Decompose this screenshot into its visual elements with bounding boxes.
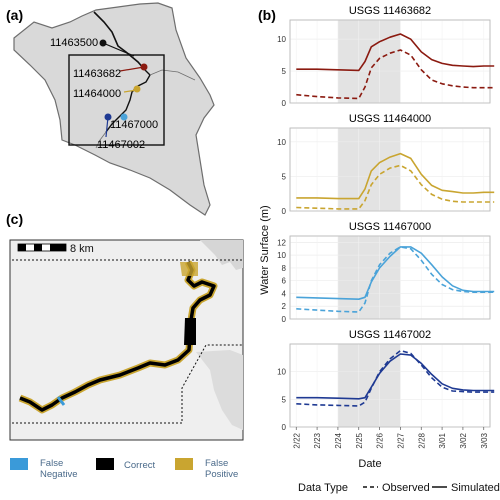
series-observed-line xyxy=(296,246,495,313)
panel-b-label: (b) xyxy=(258,7,276,23)
x-tick-label: 2/22 xyxy=(292,432,301,448)
y-tick-label: 4 xyxy=(282,289,287,298)
legend-label-false-negative-1: False xyxy=(40,458,63,469)
series-observed-line xyxy=(296,49,495,100)
x-tick-label: 3/01 xyxy=(438,432,447,448)
legend-swatch-correct xyxy=(96,458,114,470)
panel-c-label: (c) xyxy=(6,211,23,227)
x-tick-label: 2/27 xyxy=(396,432,405,448)
y-tick-label: 5 xyxy=(282,395,287,404)
gauge-label-11463500: 11463500 xyxy=(50,37,98,49)
y-tick-label: 2 xyxy=(282,302,287,311)
gauge-point-11463682 xyxy=(140,63,148,71)
gauge-label-11464000: 11464000 xyxy=(73,88,121,100)
series-simulated-line xyxy=(296,353,495,400)
event-shading xyxy=(337,344,401,427)
y-axis-title: Water Surface (m) xyxy=(259,205,271,294)
y-tick-label: 10 xyxy=(277,35,286,44)
y-tick-label: 10 xyxy=(277,368,286,377)
legend-label-false-negative-2: Negative xyxy=(40,469,78,480)
series-simulated-line xyxy=(296,33,495,72)
gauge-point-11463500 xyxy=(99,39,107,47)
series-observed-line xyxy=(296,164,495,210)
gauge-label-11463682: 11463682 xyxy=(73,68,121,80)
legend-observed-label: Observed xyxy=(382,482,430,494)
y-tick-label: 12 xyxy=(277,238,286,247)
subplot-title: USGS 11467000 xyxy=(349,221,431,233)
y-tick-label: 0 xyxy=(282,99,287,108)
scale-bar-label: 8 km xyxy=(70,243,94,255)
x-tick-label: 2/26 xyxy=(376,432,385,448)
x-tick-label: 2/28 xyxy=(417,432,426,448)
legend-swatch-false-negative xyxy=(10,458,28,470)
series-observed-line xyxy=(296,349,495,407)
event-shading xyxy=(337,20,401,103)
gauge-point-11467000 xyxy=(120,113,128,121)
map-legend: False Negative Correct False Positive xyxy=(10,458,238,480)
legend-label-false-positive-1: False xyxy=(205,458,228,469)
y-tick-label: 5 xyxy=(282,67,287,76)
line-legend: Data Type Observed Simulated xyxy=(298,482,500,494)
zoom-box xyxy=(68,54,165,146)
subplot-border xyxy=(289,235,491,320)
y-tick-label: 10 xyxy=(277,251,286,260)
series-simulated-line xyxy=(296,246,495,301)
subplot-border xyxy=(289,127,491,212)
subplot-title: USGS 11463682 xyxy=(349,5,431,17)
legend-label-false-positive-2: Positive xyxy=(205,469,238,480)
y-tick-label: 0 xyxy=(282,207,287,216)
y-tick-label: 6 xyxy=(282,277,287,286)
legend-swatch-false-positive xyxy=(175,458,193,470)
y-tick-label: 5 xyxy=(282,172,287,181)
legend-simulated-label: Simulated xyxy=(451,482,500,494)
gauge-label-11467000: 11467000 xyxy=(110,119,158,131)
gauge-point-11464000 xyxy=(133,85,141,93)
hydrograph-charts: USGS 11463682 0 5 10 USGS 11464000 0 5 10 USGS 1… xyxy=(277,5,495,449)
x-axis-title: Date xyxy=(358,458,381,470)
x-tick-label: 3/02 xyxy=(459,432,468,448)
y-tick-label: 8 xyxy=(282,264,287,273)
event-shading xyxy=(337,236,401,319)
inundation-map xyxy=(9,239,244,441)
x-tick-label: 2/25 xyxy=(355,432,364,448)
gauge-point-11467002 xyxy=(104,113,112,121)
legend-label-correct: Correct xyxy=(124,460,156,471)
subplot-border xyxy=(289,343,491,428)
subplot-title: USGS 11464000 xyxy=(349,113,431,125)
y-tick-label: 0 xyxy=(282,423,287,432)
watershed-map xyxy=(13,2,215,216)
x-tick-label: 2/24 xyxy=(334,432,343,448)
subplot-border xyxy=(289,19,491,104)
y-tick-label: 10 xyxy=(277,138,286,147)
y-tick-label: 0 xyxy=(282,315,287,324)
x-tick-label: 3/03 xyxy=(480,432,489,448)
subplot-title: USGS 11467002 xyxy=(349,329,431,341)
x-tick-label: 2/23 xyxy=(313,432,322,448)
series-simulated-line xyxy=(296,152,495,200)
gauge-label-11467002: 11467002 xyxy=(97,139,145,151)
panel-a-label: (a) xyxy=(6,7,23,23)
legend-title: Data Type xyxy=(298,482,348,494)
